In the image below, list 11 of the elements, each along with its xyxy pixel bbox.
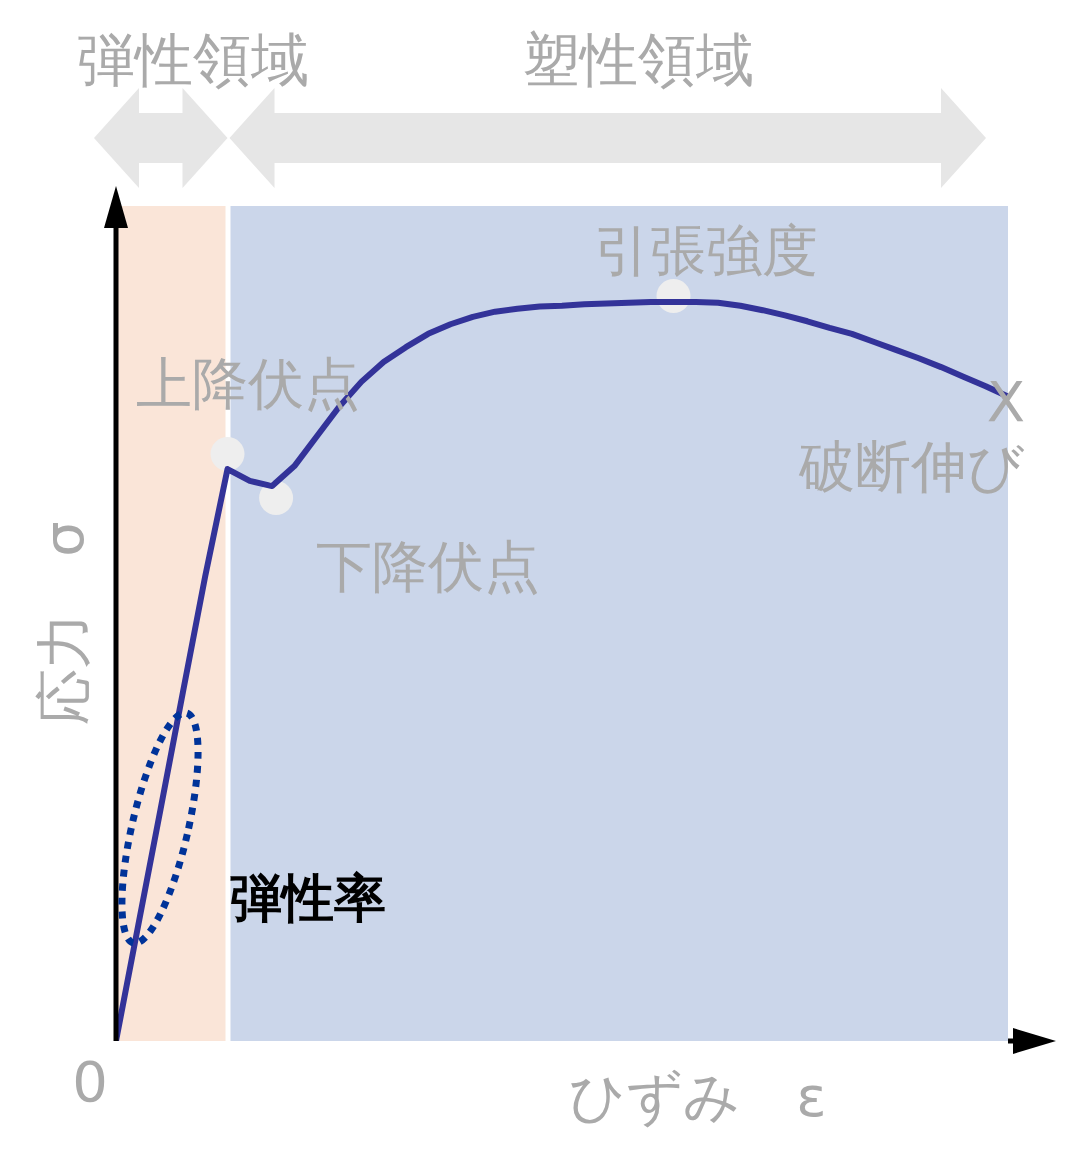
y-axis-title: 応力 σ (31, 521, 96, 725)
x-axis-title: ひずみ ε (569, 1064, 827, 1129)
annotation: X (986, 369, 1026, 434)
text: 弾性領域 (77, 26, 309, 94)
text: 塑性領域 (522, 26, 754, 94)
annotation: 弾性率 (230, 868, 386, 928)
annotation: 破断伸び (797, 434, 1025, 499)
annotation: 下降伏点 (316, 534, 540, 599)
text: 引張強度 (594, 218, 818, 283)
annotation: 上降伏点 (136, 351, 360, 416)
text: 0 (72, 1049, 108, 1114)
